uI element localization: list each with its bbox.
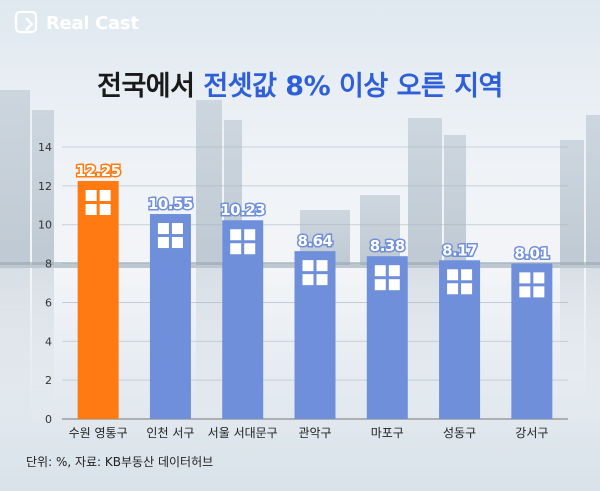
data-label: 8.64	[297, 232, 332, 250]
y-tick-label: 6	[45, 296, 52, 309]
window-pane	[374, 279, 386, 291]
window-pane	[99, 190, 111, 201]
chart-title: 전국에서 전셋값 8% 이상 오른 지역	[0, 64, 600, 103]
data-label: 8.38	[370, 237, 405, 255]
window-pane	[230, 243, 242, 255]
window-pane	[171, 237, 183, 249]
brand-logo: Real Cast	[14, 10, 139, 36]
y-tick-label: 4	[45, 335, 52, 348]
window-pane	[157, 223, 169, 235]
window-pane	[519, 286, 531, 298]
brand-logo-text: Real Cast	[46, 12, 139, 34]
window-pane	[461, 283, 473, 295]
window-pane	[316, 260, 328, 272]
window-pane	[157, 237, 169, 249]
y-tick-label: 10	[38, 219, 52, 232]
bar	[222, 220, 264, 419]
window-icon	[85, 190, 111, 215]
source-note: 단위: %, 자료: KB부동산 데이터허브	[26, 455, 214, 469]
window-pane	[230, 229, 242, 241]
window-pane	[388, 265, 400, 277]
y-tick-label: 2	[45, 374, 52, 387]
window-pane	[85, 190, 97, 201]
window-pane	[244, 229, 256, 241]
window-icon	[519, 272, 545, 298]
window-pane	[519, 272, 531, 284]
window-pane	[388, 279, 400, 291]
window-pane	[302, 260, 314, 272]
window-pane	[85, 204, 97, 215]
y-tick-label: 8	[45, 258, 52, 271]
window-icon	[374, 265, 400, 291]
x-tick-label: 서울 서대문구	[208, 426, 278, 440]
bar	[511, 263, 553, 419]
x-tick-label: 관악구	[298, 426, 331, 440]
window-pane	[461, 269, 473, 281]
window-icon	[302, 260, 328, 286]
window-pane	[533, 286, 545, 298]
x-tick-label: 강서구	[515, 426, 548, 440]
window-pane	[302, 274, 314, 286]
window-icon	[447, 269, 473, 295]
window-pane	[533, 272, 545, 284]
bar	[77, 181, 119, 419]
chart-title-part2: 전셋값 8% 이상 오른 지역	[203, 71, 503, 102]
x-tick-label: 성동구	[443, 426, 476, 440]
window-pane	[171, 223, 183, 235]
window-pane	[316, 274, 328, 286]
window-pane	[99, 204, 111, 215]
bar	[149, 214, 191, 419]
x-tick-label: 수원 영통구	[69, 426, 128, 440]
window-pane	[447, 269, 459, 281]
window-pane	[447, 283, 459, 295]
chart-title-part1: 전국에서	[97, 71, 195, 102]
y-tick-label: 14	[38, 141, 52, 154]
data-label: 10.55	[148, 195, 193, 213]
data-label: 8.17	[442, 241, 477, 259]
x-tick-label: 마포구	[371, 426, 404, 440]
window-icon	[157, 223, 183, 249]
window-pane	[244, 243, 256, 255]
document-icon	[14, 10, 38, 34]
y-tick-label: 0	[45, 413, 52, 426]
bar	[294, 251, 336, 419]
window-pane	[374, 265, 386, 277]
data-label: 12.25	[76, 162, 121, 180]
data-label: 10.23	[220, 201, 265, 219]
y-tick-label: 12	[38, 180, 52, 193]
data-label: 8.01	[514, 244, 549, 262]
window-icon	[230, 229, 256, 255]
bar	[366, 256, 408, 419]
bar	[439, 260, 481, 419]
x-tick-label: 인천 서구	[146, 425, 194, 440]
